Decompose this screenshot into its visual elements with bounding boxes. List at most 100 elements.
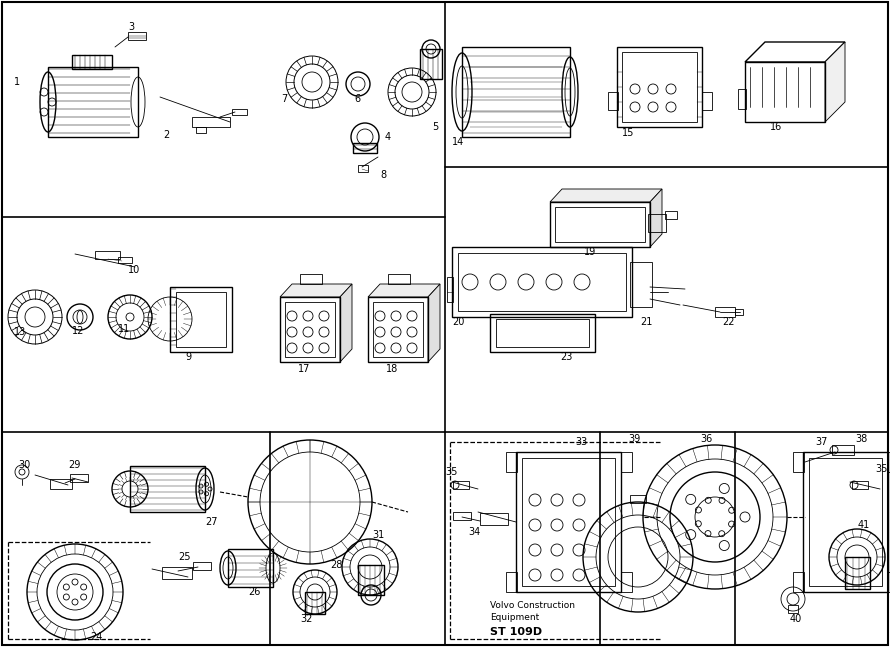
- Bar: [845, 557, 870, 589]
- Bar: [162, 567, 192, 579]
- Bar: [118, 257, 132, 263]
- Bar: [490, 314, 595, 352]
- Bar: [300, 274, 322, 284]
- Bar: [608, 92, 618, 110]
- Text: 34: 34: [468, 527, 481, 537]
- Text: 20: 20: [452, 317, 465, 327]
- Text: Equipment: Equipment: [490, 613, 539, 622]
- Text: 3: 3: [128, 22, 134, 32]
- Text: 4: 4: [385, 132, 391, 142]
- Bar: [617, 47, 702, 127]
- Bar: [128, 32, 146, 40]
- Text: 7: 7: [281, 94, 287, 104]
- Text: 39: 39: [628, 434, 640, 444]
- Bar: [305, 592, 325, 614]
- Bar: [506, 452, 517, 472]
- Text: 10: 10: [128, 265, 141, 275]
- Bar: [745, 62, 825, 122]
- Bar: [809, 458, 882, 586]
- Text: 38: 38: [855, 434, 867, 444]
- Bar: [388, 274, 410, 284]
- Text: 8: 8: [380, 170, 386, 180]
- Text: 32: 32: [300, 614, 312, 624]
- Polygon shape: [368, 284, 440, 297]
- Bar: [285, 302, 335, 357]
- Bar: [832, 445, 854, 455]
- Bar: [462, 47, 570, 137]
- Bar: [280, 297, 340, 362]
- Text: 40: 40: [790, 614, 802, 624]
- Bar: [420, 49, 442, 79]
- Polygon shape: [340, 284, 352, 362]
- Bar: [50, 479, 72, 489]
- Text: 1: 1: [14, 77, 20, 87]
- Bar: [373, 302, 423, 357]
- Bar: [702, 92, 712, 110]
- Bar: [621, 572, 632, 592]
- Bar: [788, 605, 798, 613]
- Bar: [665, 211, 677, 219]
- Text: 30: 30: [18, 460, 30, 470]
- Bar: [522, 458, 615, 586]
- Bar: [803, 452, 888, 592]
- Text: 26: 26: [248, 587, 261, 597]
- Text: 37: 37: [815, 437, 828, 447]
- Bar: [852, 481, 868, 489]
- Text: 2: 2: [163, 130, 169, 140]
- Bar: [452, 247, 632, 317]
- Text: 36: 36: [700, 434, 712, 444]
- Text: 33: 33: [575, 437, 587, 447]
- Bar: [447, 277, 453, 302]
- Text: 35: 35: [445, 467, 457, 477]
- Text: 31: 31: [372, 530, 384, 540]
- Bar: [232, 109, 247, 115]
- Text: 11: 11: [118, 324, 130, 334]
- Bar: [170, 287, 232, 352]
- Bar: [48, 67, 138, 137]
- Polygon shape: [280, 284, 352, 297]
- Text: 35: 35: [875, 464, 887, 474]
- Bar: [192, 117, 230, 127]
- Bar: [506, 572, 517, 592]
- Bar: [793, 452, 804, 472]
- Text: 21: 21: [640, 317, 652, 327]
- Text: 19: 19: [584, 247, 596, 257]
- Bar: [353, 143, 377, 153]
- Bar: [95, 251, 120, 259]
- Text: 27: 27: [205, 517, 217, 527]
- Bar: [738, 89, 746, 109]
- Text: 6: 6: [354, 94, 360, 104]
- Text: 24: 24: [90, 632, 102, 642]
- Bar: [368, 297, 428, 362]
- Bar: [621, 452, 632, 472]
- Bar: [358, 565, 384, 595]
- Bar: [480, 513, 508, 525]
- Text: 28: 28: [330, 560, 343, 570]
- Bar: [496, 319, 589, 347]
- Text: 41: 41: [858, 520, 870, 530]
- Bar: [735, 309, 743, 315]
- Text: 29: 29: [68, 460, 80, 470]
- Bar: [458, 253, 626, 311]
- Polygon shape: [650, 189, 662, 247]
- Text: 14: 14: [452, 137, 465, 147]
- Bar: [630, 262, 652, 307]
- Text: 5: 5: [432, 122, 438, 132]
- Bar: [888, 572, 890, 592]
- Bar: [550, 202, 650, 247]
- Bar: [648, 214, 666, 232]
- Text: 15: 15: [622, 128, 635, 138]
- Text: 17: 17: [298, 364, 311, 374]
- Text: 18: 18: [386, 364, 398, 374]
- Bar: [622, 52, 697, 122]
- Bar: [888, 452, 890, 472]
- Text: 12: 12: [72, 326, 85, 336]
- Bar: [358, 165, 368, 172]
- Bar: [516, 452, 621, 592]
- Text: 9: 9: [185, 352, 191, 362]
- Bar: [555, 207, 645, 242]
- Bar: [193, 562, 211, 570]
- Text: 13: 13: [14, 327, 26, 337]
- Bar: [715, 307, 735, 317]
- Polygon shape: [428, 284, 440, 362]
